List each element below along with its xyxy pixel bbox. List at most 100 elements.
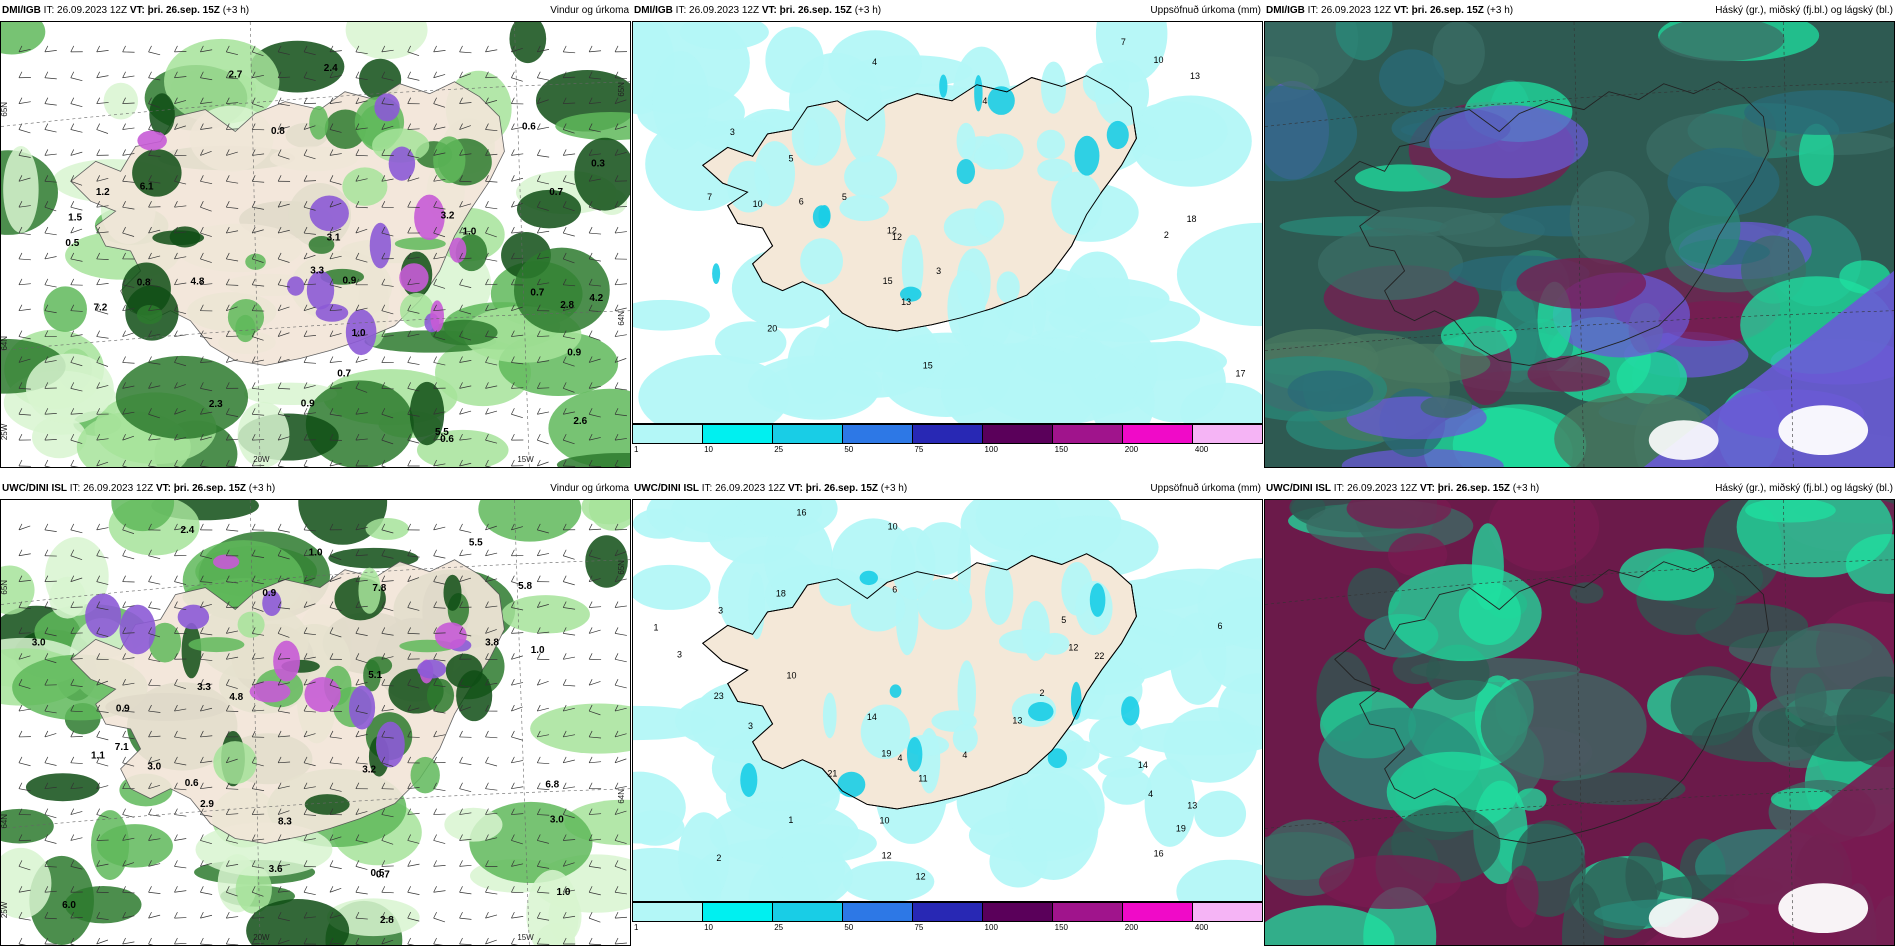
wind-barb [589,866,602,869]
wind-barb [200,786,213,790]
wind-barb-flag [303,201,308,208]
wind-barb-flag [588,330,593,337]
wind-barb [278,633,290,638]
map-view[interactable]: 65N 65N 64N 64N 25W 20W 15W 0.9 0.7 0.6 0.7 0.8 5.5 0… [0,21,631,468]
panel-title: Háský (gr.), miðský (fj.bl.) og lágský (… [1715,4,1893,16]
accum-value-label: 3 [730,127,735,137]
wind-barb-flag [355,433,360,441]
wind-barb [381,232,394,237]
wind-barb [96,555,109,559]
wind-barb-flag [44,704,49,712]
precip-value-label: 5.5 [435,427,449,438]
wind-barb-flag [96,549,100,556]
wind-barb-flag [329,756,334,763]
wind-barb-flag [200,756,204,763]
wind-barb-flag [96,304,100,311]
wind-barb [96,231,109,234]
accum-value-label: 13 [1012,715,1022,725]
wind-barb [226,891,238,897]
wind-barb [433,710,446,714]
wind-barb-flag [433,627,437,634]
wind-barb [303,125,316,130]
wind-barb-flag [459,330,463,337]
wind-barb-flag [18,782,23,789]
colorbar-tick-label: 50 [844,923,854,932]
wind-barb [563,51,576,54]
wind-barb-flag [96,679,100,686]
wind-barb [174,838,187,841]
wind-barb [589,258,601,262]
wind-barb-flag [225,679,230,686]
cloud-blob [1552,772,1686,805]
wind-barb-flag [200,433,204,441]
wind-barb-flag [122,175,126,182]
wind-barb [278,465,285,467]
wind-barb [589,153,602,156]
wind-barb [303,733,316,738]
wind-barb [589,465,602,467]
wind-barb-flag [485,356,489,363]
wind-barb-flag [96,601,100,608]
wind-barb [485,736,498,739]
wind-barb [614,633,627,636]
colorbar-ticks: 1 10 25 50 75 100 150 200 400 [632,923,1263,935]
wind-barb [537,411,550,415]
wind-barb-flag [148,459,152,467]
wind-barb-flag [588,226,593,234]
map-panel-dmi-accum: DMI/IGB IT: 26.09.2023 12Z VT: þri. 26.s… [632,0,1263,472]
wind-barb-flag [148,911,152,919]
wind-barb-flag [485,226,489,234]
wind-barb-flag [511,226,515,234]
wind-barb [226,306,238,312]
wind-barb-flag [303,123,308,130]
wind-barb-flag [44,278,49,285]
map-view[interactable] [1264,499,1895,946]
wind-barb-flag [251,382,256,389]
heavy-precip-blob [85,593,122,639]
wind-barb [96,863,109,867]
wind-barb [44,180,57,183]
wind-barb [407,787,420,790]
heavy-precip-blob [286,276,305,296]
wind-barb [252,866,265,869]
wind-barb-flag [18,627,23,634]
wind-barb [18,283,31,286]
map-view[interactable]: 65N 65N 64N 64N 25W 20W 15W 0.7 0.6 0.5 1.1 0.9 3.0 6… [0,499,631,946]
wind-barb-flag [407,886,412,893]
wind-barb [174,736,187,740]
wind-barb-flag [303,149,308,156]
wind-barb-flag [225,704,230,712]
wind-barb-flag [225,886,230,893]
wind-barb-flag [614,433,619,441]
wind-barb-flag [459,523,463,531]
map-view[interactable] [1264,21,1895,468]
wind-barb [381,465,387,467]
wind-barb [278,155,290,160]
precip-value-label: 6.8 [545,779,559,790]
wind-barb-flag [459,575,463,582]
map-view[interactable]: 6 5 13 3 10 4 4 7 7 2 12 13 15 17 10 15 18 20 12 3 5 [632,21,1263,424]
wind-barb [174,437,187,441]
wind-barb-flag [200,123,204,130]
wind-barbs [18,523,628,945]
heavy-precip-blob [388,146,416,181]
wind-barb-flag [381,45,386,53]
wind-barb-flag [536,575,541,582]
wind-barb [511,334,524,337]
wind-barb [381,335,394,337]
precip-area [678,812,730,901]
wind-barb-flag [148,782,152,789]
heavy-precip-area [818,205,831,227]
wind-barb [615,231,627,234]
map-view[interactable]: 3 4 4 4 6 10 23 19 14 10 5 3 1 2 6 12 13 16 18 19 21 16 14 11 12… [632,499,1263,902]
precip-value-label: 2.4 [180,525,194,536]
wind-barb-flag [588,201,593,208]
wind-barb-flag [44,730,49,738]
wind-barb-flag [511,756,515,763]
wind-barb-flag [459,704,463,712]
wind-barb [226,684,238,689]
wind-barb-flag [355,834,360,841]
wind-barb [407,282,420,286]
wind-barb-flag [485,756,489,763]
wind-barb-flag [251,71,256,78]
